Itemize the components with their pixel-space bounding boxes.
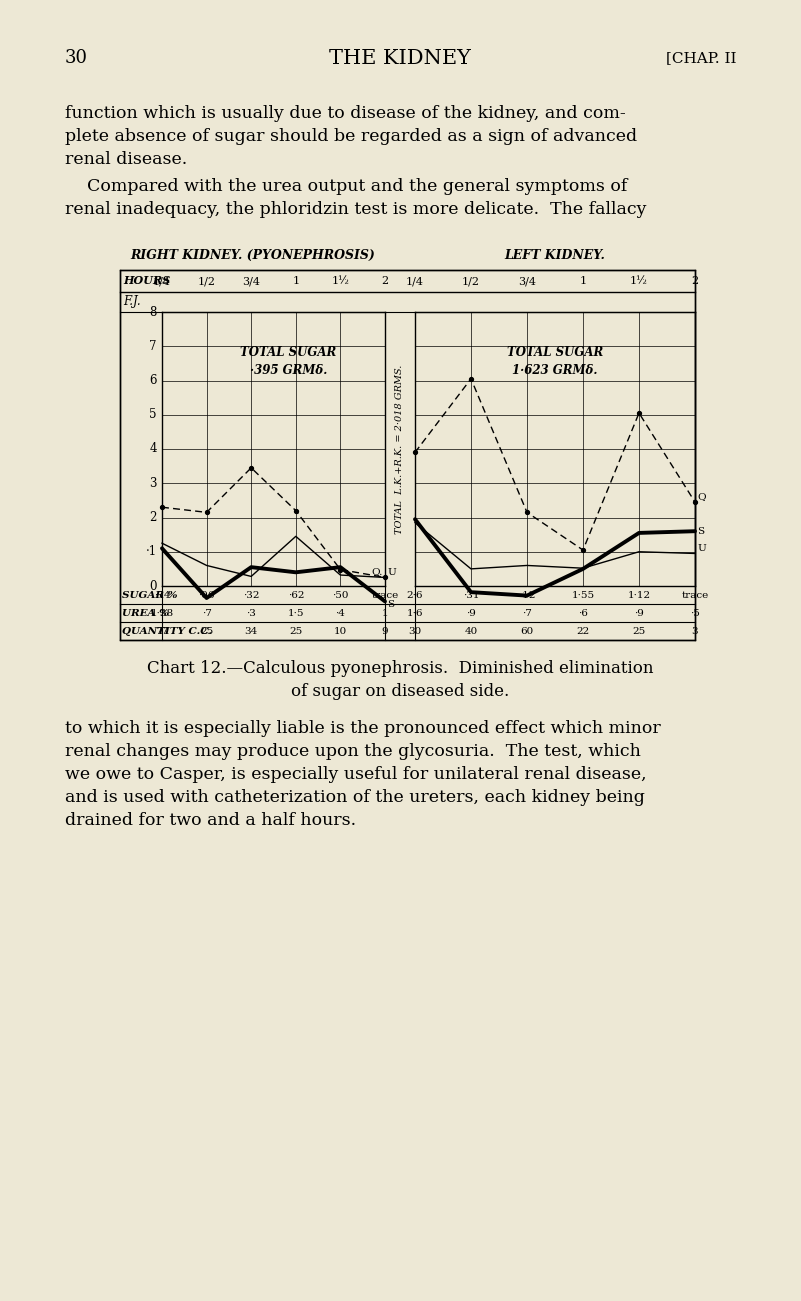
Text: ·6: ·6 <box>578 609 588 618</box>
Text: 25: 25 <box>200 627 213 635</box>
Text: U: U <box>387 569 396 576</box>
Text: ·9: ·9 <box>466 609 476 618</box>
Text: U: U <box>697 544 706 553</box>
Text: 1½: 1½ <box>630 276 648 286</box>
Text: trace: trace <box>372 591 399 600</box>
Text: Q: Q <box>697 493 706 502</box>
Text: 1: 1 <box>292 276 300 286</box>
Text: function which is usually due to disease of the kidney, and com-: function which is usually due to disease… <box>65 105 626 122</box>
Text: TOTAL SUGAR
1·623 GRMẟ.: TOTAL SUGAR 1·623 GRMẟ. <box>507 346 603 377</box>
Text: drained for two and a half hours.: drained for two and a half hours. <box>65 812 356 829</box>
Text: 30: 30 <box>409 627 421 635</box>
Text: 1½: 1½ <box>332 276 349 286</box>
Text: ·06: ·06 <box>199 591 215 600</box>
Text: ·74: ·74 <box>154 591 171 600</box>
Text: Compared with the urea output and the general symptoms of: Compared with the urea output and the ge… <box>65 178 627 195</box>
Text: 1·6: 1·6 <box>407 609 423 618</box>
Text: of sugar on diseased side.: of sugar on diseased side. <box>291 683 509 700</box>
Text: 25: 25 <box>289 627 303 635</box>
Text: F.J.: F.J. <box>123 295 141 308</box>
Text: 2: 2 <box>381 276 388 286</box>
Text: 1: 1 <box>382 609 388 618</box>
Text: TOTAL SUGAR
·395 GRMẟ.: TOTAL SUGAR ·395 GRMẟ. <box>240 346 336 377</box>
Text: ·7: ·7 <box>202 609 211 618</box>
Text: 1·55: 1·55 <box>571 591 594 600</box>
Text: LEFT KIDNEY.: LEFT KIDNEY. <box>505 248 606 262</box>
Text: 1/2: 1/2 <box>462 276 480 286</box>
Text: renal inadequacy, the phloridzin test is more delicate.  The fallacy: renal inadequacy, the phloridzin test is… <box>65 200 646 219</box>
Text: UREA %: UREA % <box>122 609 169 618</box>
Text: 1/2: 1/2 <box>198 276 215 286</box>
Text: QUANTITY C.C.: QUANTITY C.C. <box>122 627 212 635</box>
Text: 1·5: 1·5 <box>288 609 304 618</box>
Text: S: S <box>697 527 704 536</box>
Text: 2·6: 2·6 <box>407 591 423 600</box>
Text: 3: 3 <box>692 627 698 635</box>
Text: renal disease.: renal disease. <box>65 151 187 168</box>
Text: ·62: ·62 <box>288 591 304 600</box>
Text: 1·12: 1·12 <box>627 591 650 600</box>
Text: RIGHT KIDNEY. (PYONEPHROSIS): RIGHT KIDNEY. (PYONEPHROSIS) <box>130 248 375 262</box>
Text: 60: 60 <box>521 627 533 635</box>
Text: renal changes may produce upon the glycosuria.  The test, which: renal changes may produce upon the glyco… <box>65 743 641 760</box>
Text: [CHAP. II: [CHAP. II <box>666 51 736 65</box>
Text: to which it is especially liable is the pronounced effect which minor: to which it is especially liable is the … <box>65 719 661 736</box>
Text: HOURS: HOURS <box>123 276 171 286</box>
Text: ·32: ·32 <box>243 591 260 600</box>
Text: Chart 12.—Calculous pyonephrosis.  Diminished elimination: Chart 12.—Calculous pyonephrosis. Dimini… <box>147 660 654 677</box>
Text: 22: 22 <box>577 627 590 635</box>
Text: 40: 40 <box>465 627 477 635</box>
Text: 1/4: 1/4 <box>406 276 424 286</box>
Text: and is used with catheterization of the ureters, each kidney being: and is used with catheterization of the … <box>65 788 645 807</box>
Text: 5: 5 <box>150 409 157 422</box>
Text: ·1: ·1 <box>146 545 157 558</box>
Text: ·12: ·12 <box>519 591 535 600</box>
Text: 77: 77 <box>155 627 169 635</box>
Text: 0: 0 <box>150 579 157 592</box>
Text: 10: 10 <box>334 627 347 635</box>
Text: ·7: ·7 <box>522 609 532 618</box>
Text: 30: 30 <box>65 49 88 66</box>
Text: 3/4: 3/4 <box>518 276 536 286</box>
Text: ·5: ·5 <box>690 609 700 618</box>
Text: 1/4: 1/4 <box>153 276 171 286</box>
Text: 9: 9 <box>382 627 388 635</box>
Text: THE KIDNEY: THE KIDNEY <box>329 48 471 68</box>
Text: plete absence of sugar should be regarded as a sign of advanced: plete absence of sugar should be regarde… <box>65 127 637 144</box>
Text: ·4: ·4 <box>336 609 345 618</box>
Text: ·9: ·9 <box>634 609 644 618</box>
Bar <box>120 271 695 640</box>
Text: 3/4: 3/4 <box>242 276 260 286</box>
Text: 2: 2 <box>150 511 157 524</box>
Text: ·3: ·3 <box>246 609 256 618</box>
Text: S: S <box>387 600 394 609</box>
Text: 8: 8 <box>150 306 157 319</box>
Text: 6: 6 <box>150 373 157 386</box>
Text: 34: 34 <box>244 627 258 635</box>
Text: Q.: Q. <box>371 567 382 576</box>
Text: ·50: ·50 <box>332 591 348 600</box>
Text: trace: trace <box>682 591 709 600</box>
Text: TOTAL  L.K.+R.K. = 2·018 GRMS.: TOTAL L.K.+R.K. = 2·018 GRMS. <box>396 364 405 533</box>
Text: 3: 3 <box>150 476 157 489</box>
Text: 4: 4 <box>150 442 157 455</box>
Text: ·31: ·31 <box>463 591 479 600</box>
Text: SUGAR %: SUGAR % <box>122 591 178 600</box>
Text: 2: 2 <box>691 276 698 286</box>
Text: 1·38: 1·38 <box>151 609 174 618</box>
Text: 1: 1 <box>579 276 586 286</box>
Text: 7: 7 <box>150 340 157 353</box>
Text: we owe to Casper, is especially useful for unilateral renal disease,: we owe to Casper, is especially useful f… <box>65 766 646 783</box>
Text: 25: 25 <box>632 627 646 635</box>
